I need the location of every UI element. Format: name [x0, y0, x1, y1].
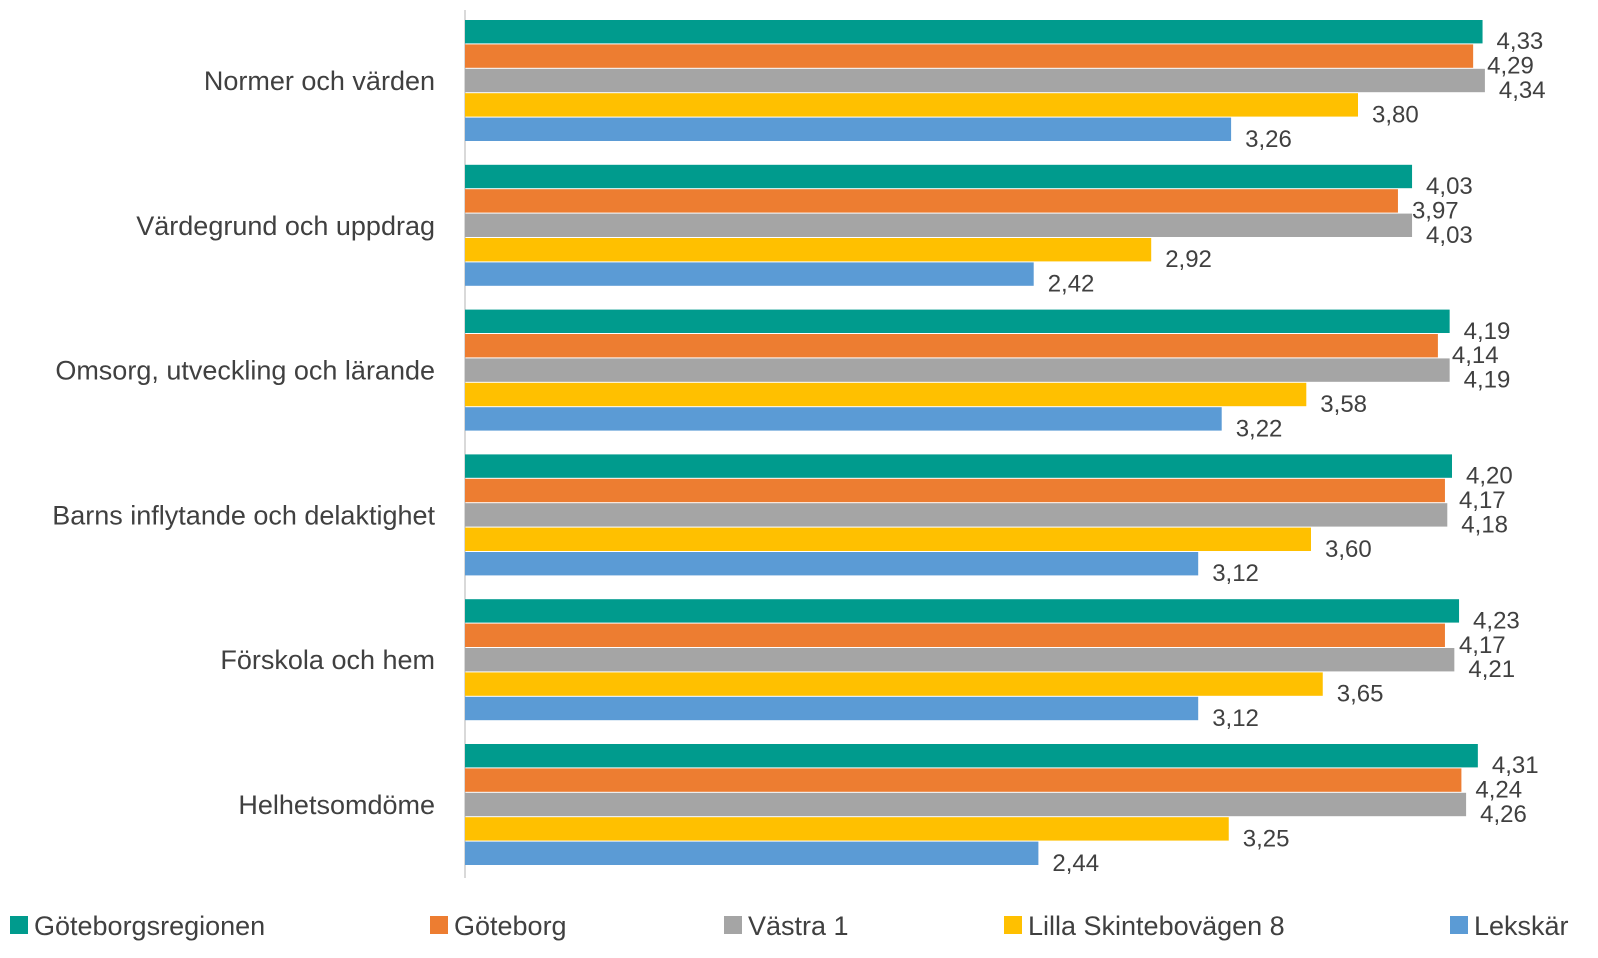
bar: [465, 93, 1358, 117]
bars: [465, 20, 1485, 865]
data-label: 3,80: [1372, 101, 1419, 128]
bar: [465, 358, 1450, 382]
data-label: 3,65: [1337, 681, 1384, 708]
data-label: 3,58: [1320, 391, 1367, 418]
legend-label: Västra 1: [748, 911, 849, 941]
data-label: 2,42: [1048, 271, 1095, 298]
data-label: 4,29: [1487, 53, 1534, 80]
data-label: 3,60: [1325, 536, 1372, 563]
data-label: 4,34: [1499, 77, 1546, 104]
category-label: Barns inflytande och delaktighet: [52, 500, 435, 530]
data-label: 4,19: [1464, 367, 1511, 394]
bar: [465, 552, 1199, 576]
data-label: 4,03: [1426, 222, 1473, 249]
bar: [465, 792, 1467, 817]
bar: [465, 454, 1452, 478]
data-label: 3,97: [1412, 197, 1459, 224]
category-labels: Normer och värden Värdegrund och uppdrag O…: [52, 66, 435, 820]
data-label: 2,44: [1052, 850, 1099, 877]
bar: [465, 20, 1483, 44]
data-label: 3,12: [1212, 705, 1259, 732]
legend-label: Lilla Skintebovägen 8: [1028, 911, 1285, 941]
bar: [465, 768, 1462, 792]
category-label: Värdegrund och uppdrag: [136, 211, 435, 241]
category-label: Helhetsomdöme: [238, 790, 435, 820]
data-label: 4,26: [1480, 801, 1527, 828]
bar: [465, 817, 1229, 841]
legend-swatch: [724, 916, 742, 934]
data-label: 4,17: [1459, 632, 1506, 659]
bar: [465, 117, 1232, 141]
legend-label: Göteborg: [454, 911, 567, 941]
bar: [465, 527, 1311, 551]
legend-swatch: [1004, 916, 1022, 934]
data-label: 4,17: [1459, 487, 1506, 514]
bar: [465, 407, 1222, 431]
bar: [465, 213, 1413, 237]
data-label: 3,26: [1245, 126, 1292, 153]
data-label: 3,25: [1243, 825, 1290, 852]
bar: [465, 262, 1034, 286]
bar: [465, 44, 1474, 68]
data-label: 3,22: [1236, 415, 1283, 442]
bar: [465, 238, 1152, 262]
bar: [465, 599, 1460, 623]
bar: [465, 68, 1485, 93]
bar: [465, 382, 1307, 407]
data-label: 4,03: [1426, 173, 1473, 200]
bar: [465, 623, 1445, 647]
data-labels: 4,334,294,34 3,80 3,26 4,033,974,03 2,92 2,42…: [1048, 28, 1546, 877]
data-label: 4,24: [1475, 777, 1522, 804]
data-label: 2,92: [1165, 246, 1212, 273]
legend-swatch: [10, 916, 28, 934]
data-label: 4,19: [1464, 318, 1511, 345]
bar: [465, 648, 1455, 672]
bar: [465, 744, 1478, 768]
legend-swatch: [1450, 916, 1468, 934]
legend-label: Lekskär: [1474, 911, 1569, 941]
bar: [465, 164, 1413, 189]
category-label: Förskola och hem: [220, 645, 435, 675]
category-label: Omsorg, utveckling och lärande: [55, 356, 435, 386]
bar: [465, 189, 1398, 213]
data-label: 4,23: [1473, 607, 1520, 634]
bar: [465, 696, 1199, 721]
data-label: 4,31: [1492, 752, 1539, 779]
bar: [465, 841, 1039, 865]
data-label: 3,12: [1212, 560, 1259, 587]
bar: [465, 503, 1448, 527]
bar: [465, 672, 1323, 696]
data-label: 4,14: [1452, 342, 1499, 369]
legend: Göteborgsregionen Göteborg Västra 1 Lilla S…: [10, 911, 1569, 941]
bar: [465, 478, 1445, 503]
legend-label: Göteborgsregionen: [34, 911, 265, 941]
bar: [465, 334, 1438, 358]
data-label: 4,33: [1497, 28, 1544, 55]
data-label: 4,20: [1466, 463, 1513, 490]
category-label: Normer och värden: [204, 66, 435, 96]
data-label: 4,18: [1461, 511, 1508, 538]
legend-swatch: [430, 916, 448, 934]
bar: [465, 309, 1450, 333]
data-label: 4,21: [1468, 656, 1515, 683]
